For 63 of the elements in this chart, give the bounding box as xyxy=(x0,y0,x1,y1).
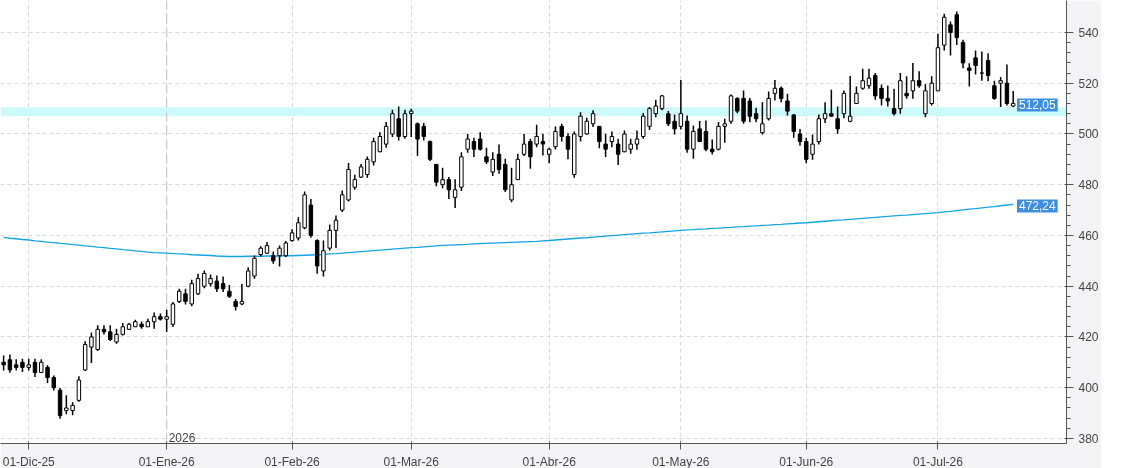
annotation: 472,24 xyxy=(1018,199,1056,214)
candlestick xyxy=(409,108,414,138)
candlestick xyxy=(703,119,709,152)
candlestick xyxy=(565,132,571,161)
annotation: 512,05 xyxy=(1018,98,1056,113)
candlestick xyxy=(402,109,408,140)
candlestick xyxy=(760,101,765,136)
x-tick-label: 01-Jul-26 xyxy=(912,454,964,468)
candlestick xyxy=(32,358,38,378)
candlestick xyxy=(76,375,82,403)
y-tick-label: 400 xyxy=(1078,381,1099,396)
candlestick xyxy=(327,223,332,252)
y-tick-label: 540 xyxy=(1078,25,1099,40)
candlestick xyxy=(785,93,790,117)
y-tick-label: 380 xyxy=(1078,431,1099,446)
candlestick xyxy=(333,214,339,249)
candlestick xyxy=(471,137,477,158)
x-tick-label: 01-Feb-26 xyxy=(264,454,321,468)
candlestick xyxy=(195,273,201,296)
candlestick xyxy=(722,117,727,144)
y-tick-label: 480 xyxy=(1078,178,1099,193)
candlestick xyxy=(496,143,502,175)
candlestick xyxy=(891,88,897,117)
y-tick-label: 460 xyxy=(1078,228,1099,243)
candlestick xyxy=(979,50,985,82)
y-tick-label: 440 xyxy=(1078,279,1099,294)
x-tick-label: 01-Abr-26 xyxy=(522,454,577,468)
candlestick xyxy=(465,132,470,154)
ref-line-label: 2026 xyxy=(168,430,196,445)
candlestick xyxy=(985,52,991,82)
candlestick xyxy=(603,132,608,158)
x-tick-label: 01-Jun-26 xyxy=(779,454,834,468)
candlestick xyxy=(973,49,978,76)
candlestick xyxy=(515,153,521,181)
candlestick xyxy=(816,113,822,146)
candlestick xyxy=(1010,90,1016,108)
candlestick xyxy=(835,105,840,135)
candlestick xyxy=(634,129,640,151)
candlestick xyxy=(766,90,771,122)
candlestick xyxy=(992,79,997,101)
candlestick xyxy=(772,79,778,102)
candlestick xyxy=(998,76,1003,108)
y-tick-label: 520 xyxy=(1078,76,1099,91)
candlestick xyxy=(540,132,546,157)
candlestick xyxy=(910,62,916,100)
candlestick xyxy=(960,39,966,69)
candlestick xyxy=(866,68,872,90)
y-tick-label: 500 xyxy=(1078,127,1099,142)
candlestick xyxy=(521,132,527,157)
x-tick-label: 01-Dic-25 xyxy=(2,454,56,468)
candlestick xyxy=(7,353,13,374)
candlestick xyxy=(597,125,602,149)
candlestick xyxy=(847,75,853,124)
y-tick-label: 420 xyxy=(1078,330,1099,345)
candlestick xyxy=(170,301,176,328)
candlestick xyxy=(452,178,458,209)
candlestick xyxy=(829,89,834,118)
candlestick xyxy=(967,62,972,88)
candlestick xyxy=(860,68,865,91)
x-tick-label: 01-Mar-26 xyxy=(383,454,440,468)
candlestick xyxy=(822,101,828,124)
x-tick-label: 01-Ene-26 xyxy=(138,454,196,468)
x-tick-label: 01-May-26 xyxy=(652,454,710,468)
